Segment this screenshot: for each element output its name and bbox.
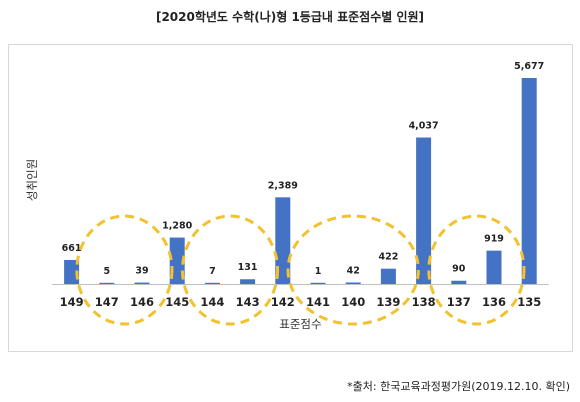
x-axis-title: 표준점수 <box>279 317 321 331</box>
tick-label-142: 142 <box>271 295 295 309</box>
bar-140 <box>345 282 361 284</box>
tick-label-145: 145 <box>165 295 189 309</box>
bar-144 <box>204 282 220 284</box>
value-label-139: 422 <box>378 252 398 263</box>
bar-143 <box>240 279 256 284</box>
value-label-142: 2,389 <box>268 180 298 191</box>
bar-139 <box>380 268 396 284</box>
tick-label-147: 147 <box>95 295 119 309</box>
value-label-144: 7 <box>209 266 216 277</box>
bar-141 <box>310 282 326 284</box>
highlight-ellipse-147-146 <box>75 214 174 326</box>
bar-137 <box>451 280 467 284</box>
value-label-140: 42 <box>347 265 360 276</box>
tick-label-141: 141 <box>306 295 330 309</box>
bar-147 <box>99 282 115 284</box>
value-label-149: 661 <box>62 243 82 254</box>
bar-142 <box>275 197 291 284</box>
tick-label-137: 137 <box>447 295 471 309</box>
value-label-147: 5 <box>103 266 110 277</box>
tick-label-135: 135 <box>517 295 541 309</box>
tick-label-139: 139 <box>376 295 400 309</box>
value-label-135: 5,677 <box>514 61 544 72</box>
highlight-ellipse-141-140-139 <box>286 214 420 326</box>
tick-label-136: 136 <box>482 295 506 309</box>
tick-label-140: 140 <box>341 295 365 309</box>
bar-146 <box>134 282 150 284</box>
value-label-136: 919 <box>484 234 504 245</box>
bar-136 <box>486 250 502 284</box>
source-note: *출처: 한국교육과정평가원(2019.12.10. 확인) <box>347 380 570 393</box>
value-label-143: 131 <box>238 262 258 273</box>
tick-label-138: 138 <box>412 295 436 309</box>
highlight-ellipse-144-143 <box>180 214 280 326</box>
tick-label-143: 143 <box>236 295 260 309</box>
bar-135 <box>521 78 537 284</box>
highlight-ellipse-137-136 <box>427 214 526 326</box>
value-label-138: 4,037 <box>409 121 439 132</box>
bar-138 <box>416 137 432 284</box>
chart-title: [2020학년도 수학(나)형 1등급내 표준점수별 인원] <box>155 10 425 24</box>
tick-label-149: 149 <box>60 295 84 309</box>
chart-area <box>8 44 573 352</box>
tick-label-144: 144 <box>200 295 224 309</box>
value-label-137: 90 <box>452 264 466 275</box>
value-label-141: 1 <box>315 266 322 277</box>
bar-149 <box>64 260 80 284</box>
value-label-145: 1,280 <box>162 221 192 232</box>
y-axis-title: 성취인원 <box>25 159 39 201</box>
value-label-146: 39 <box>135 266 148 277</box>
tick-label-146: 146 <box>130 295 154 309</box>
